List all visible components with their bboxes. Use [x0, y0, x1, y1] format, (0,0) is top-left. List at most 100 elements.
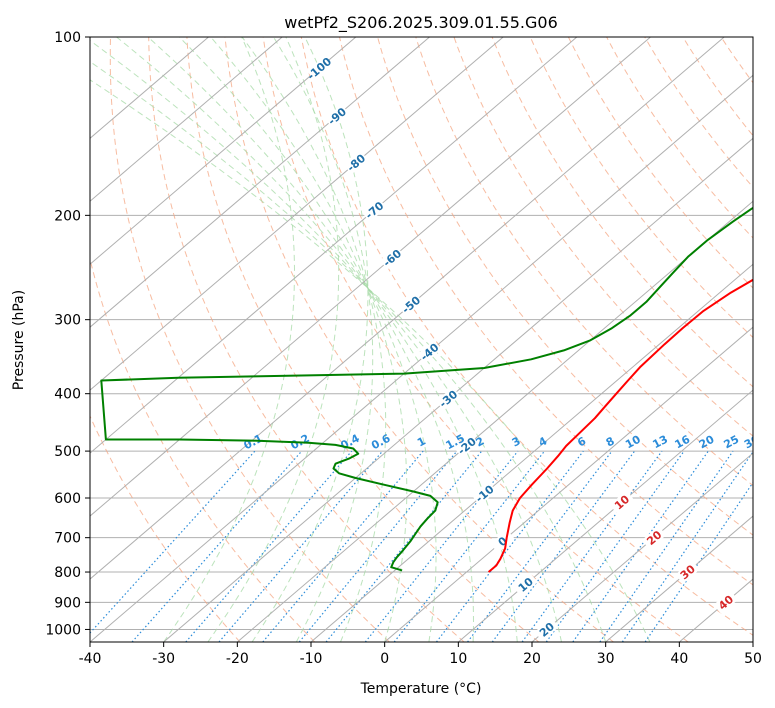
- x-tick-label: 50: [744, 651, 762, 667]
- mixing-ratio-line: [491, 450, 636, 642]
- moist-adiabat-line: [207, 37, 340, 642]
- y-tick-label: 400: [54, 387, 81, 403]
- label-backdrop: [454, 434, 480, 458]
- label-backdrop: [675, 560, 700, 584]
- dry-adiabat-line: [148, 37, 465, 642]
- mixing-ratio-label: 20: [697, 433, 717, 452]
- y-tick-label: 300: [54, 313, 81, 329]
- mixing-ratio-line: [572, 450, 709, 642]
- y-tick-label: 500: [54, 444, 81, 460]
- isotherm-labels: -100-90-80-70-60-50-40-30-20-10010201020…: [242, 55, 775, 642]
- label-backdrop: [324, 104, 350, 128]
- mixing-ratio-line: [521, 450, 663, 642]
- label-backdrop: [435, 387, 461, 411]
- y-tick-label: 200: [54, 208, 81, 224]
- y-axis-title: Pressure (hPa): [11, 290, 27, 390]
- mixing-ratio-label: 0.4: [338, 432, 362, 453]
- mixing-ratio-label: 10: [623, 433, 643, 452]
- mixing-ratio-label: 8: [604, 434, 617, 449]
- mixing-ratio-line: [364, 450, 519, 642]
- mixing-ratio-line: [325, 450, 483, 642]
- label-backdrop: [534, 617, 559, 642]
- isotherm-line: [90, 37, 725, 580]
- label-backdrop: [398, 292, 424, 317]
- dewpoint-profile-line: [100, 206, 753, 572]
- mixing-ratio-label: 1: [415, 434, 428, 449]
- dry-adiabat-line: [759, 37, 775, 642]
- y-tick-label: 100: [54, 30, 81, 46]
- dry-adiabat-line: [90, 257, 316, 642]
- isotherm-line: [90, 37, 651, 517]
- isotherm-line: [679, 578, 753, 642]
- plot-frame: [89, 36, 754, 643]
- mixing-ratio-label: 30: [742, 433, 762, 452]
- dry-adiabat-line: [377, 37, 753, 536]
- dry-adiabat-line: [567, 37, 753, 289]
- label-backdrop: [490, 529, 515, 554]
- mixing-ratio-label: 25: [722, 433, 742, 452]
- y-tick-label: 1000: [45, 622, 81, 638]
- dry-adiabat-line: [720, 37, 753, 84]
- mixing-ratio-line: [467, 450, 613, 642]
- mixing-ratio-line: [599, 450, 734, 642]
- x-tick-label: -30: [152, 651, 175, 667]
- mixing-ratio-line: [298, 450, 458, 642]
- isotherm-line: [458, 389, 753, 642]
- mixing-ratio-line: [90, 450, 256, 634]
- mixing-ratio-line: [218, 450, 384, 642]
- moist-adiabat-line: [251, 37, 369, 642]
- dry-adiabat-line: [90, 414, 241, 642]
- y-tick-label: 800: [54, 565, 81, 581]
- moist-adiabat-line: [90, 61, 607, 642]
- label-backdrop: [609, 490, 635, 514]
- x-tick-label: 30: [597, 651, 615, 667]
- isotherm-line: [90, 37, 430, 328]
- y-tick-label: 900: [54, 595, 81, 611]
- moist-adiabat-line: [241, 37, 387, 642]
- isotherm-line: [90, 37, 283, 202]
- y-tick-label: 700: [54, 531, 81, 547]
- dry-adiabat-line: [644, 37, 753, 188]
- label-backdrop: [472, 481, 497, 506]
- x-tick-label: -40: [79, 651, 102, 667]
- dry-adiabat-line: [529, 37, 753, 339]
- mixing-ratio-line: [262, 450, 424, 642]
- dry-adiabat-line: [415, 37, 753, 487]
- mixing-ratio-line: [435, 450, 584, 642]
- label-backdrop: [379, 246, 405, 270]
- moist-adiabat-line: [90, 79, 651, 642]
- dry-adiabat-line: [682, 37, 753, 137]
- x-tick-label: 10: [449, 651, 467, 667]
- label-backdrop: [513, 572, 538, 597]
- isotherm-line: [237, 200, 753, 642]
- moist-adiabat-line: [163, 37, 296, 642]
- moist-adiabat-line: [273, 37, 374, 642]
- moist-adiabat-line: [147, 37, 475, 642]
- label-backdrop: [713, 590, 739, 615]
- dry-adiabat-line: [453, 37, 753, 437]
- isotherm-line: [90, 37, 578, 454]
- chart-title: wetPf2_S206.2025.309.01.55.G06: [284, 13, 558, 33]
- isotherm-line: [605, 515, 753, 642]
- mixing-ratio-label: 13: [650, 433, 670, 452]
- mixing-ratio-label: 36: [763, 433, 775, 452]
- x-tick-label: 20: [523, 651, 541, 667]
- mixing-ratio-line: [545, 450, 685, 642]
- mixing-ratio-line: [131, 450, 303, 642]
- dry-adiabat-line: [491, 37, 753, 388]
- isotherm-line: [752, 641, 753, 642]
- dry-adiabat-line: [186, 37, 540, 642]
- x-tick-label: 40: [670, 651, 688, 667]
- mixing-ratio-line: [185, 450, 353, 642]
- mixing-ratio-line: [644, 481, 753, 642]
- isotherm-line: [90, 37, 357, 265]
- temperature-profile-line: [487, 278, 753, 573]
- mixing-ratio-line: [621, 450, 753, 642]
- moist-adiabat-line: [178, 37, 437, 642]
- dry-adiabat-line: [262, 37, 689, 642]
- isotherm-line: [163, 137, 753, 642]
- y-tick-label: 600: [54, 491, 81, 507]
- moist-adiabat-line: [90, 39, 562, 642]
- x-tick-label: 0: [380, 651, 389, 667]
